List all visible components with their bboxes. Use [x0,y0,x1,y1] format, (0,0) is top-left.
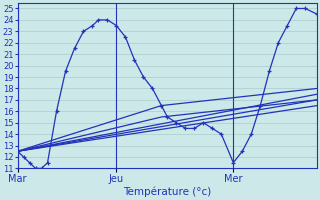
X-axis label: Température (°c): Température (°c) [123,187,212,197]
